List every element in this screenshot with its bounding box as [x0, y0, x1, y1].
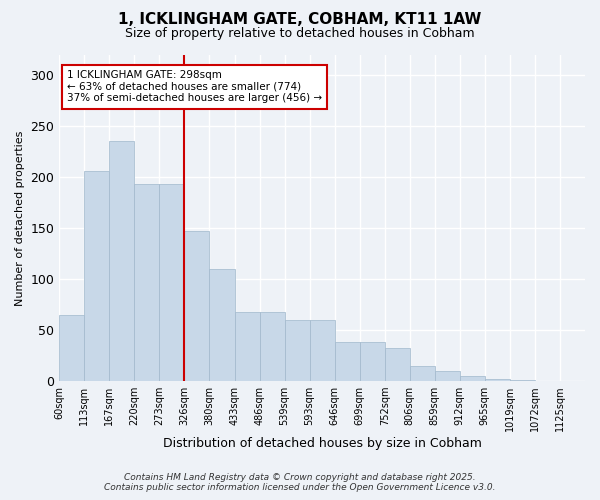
Bar — [160, 184, 184, 381]
Text: 1 ICKLINGHAM GATE: 298sqm
← 63% of detached houses are smaller (774)
37% of semi: 1 ICKLINGHAM GATE: 298sqm ← 63% of detac… — [67, 70, 322, 104]
Bar — [435, 371, 460, 381]
X-axis label: Distribution of detached houses by size in Cobham: Distribution of detached houses by size … — [163, 437, 482, 450]
Y-axis label: Number of detached properties: Number of detached properties — [15, 130, 25, 306]
Text: Size of property relative to detached houses in Cobham: Size of property relative to detached ho… — [125, 28, 475, 40]
Bar — [184, 232, 209, 381]
Bar — [410, 366, 435, 381]
Bar — [235, 312, 260, 381]
Text: 1, ICKLINGHAM GATE, COBHAM, KT11 1AW: 1, ICKLINGHAM GATE, COBHAM, KT11 1AW — [118, 12, 482, 28]
Bar — [460, 376, 485, 381]
Bar — [510, 380, 535, 381]
Bar — [134, 184, 160, 381]
Bar — [59, 315, 85, 381]
Bar — [335, 342, 359, 381]
Bar — [85, 171, 109, 381]
Bar — [209, 269, 235, 381]
Bar — [284, 320, 310, 381]
Bar — [485, 379, 510, 381]
Bar — [260, 312, 284, 381]
Bar — [359, 342, 385, 381]
Bar — [385, 348, 410, 381]
Text: Contains HM Land Registry data © Crown copyright and database right 2025.
Contai: Contains HM Land Registry data © Crown c… — [104, 473, 496, 492]
Bar — [109, 140, 134, 381]
Bar — [310, 320, 335, 381]
